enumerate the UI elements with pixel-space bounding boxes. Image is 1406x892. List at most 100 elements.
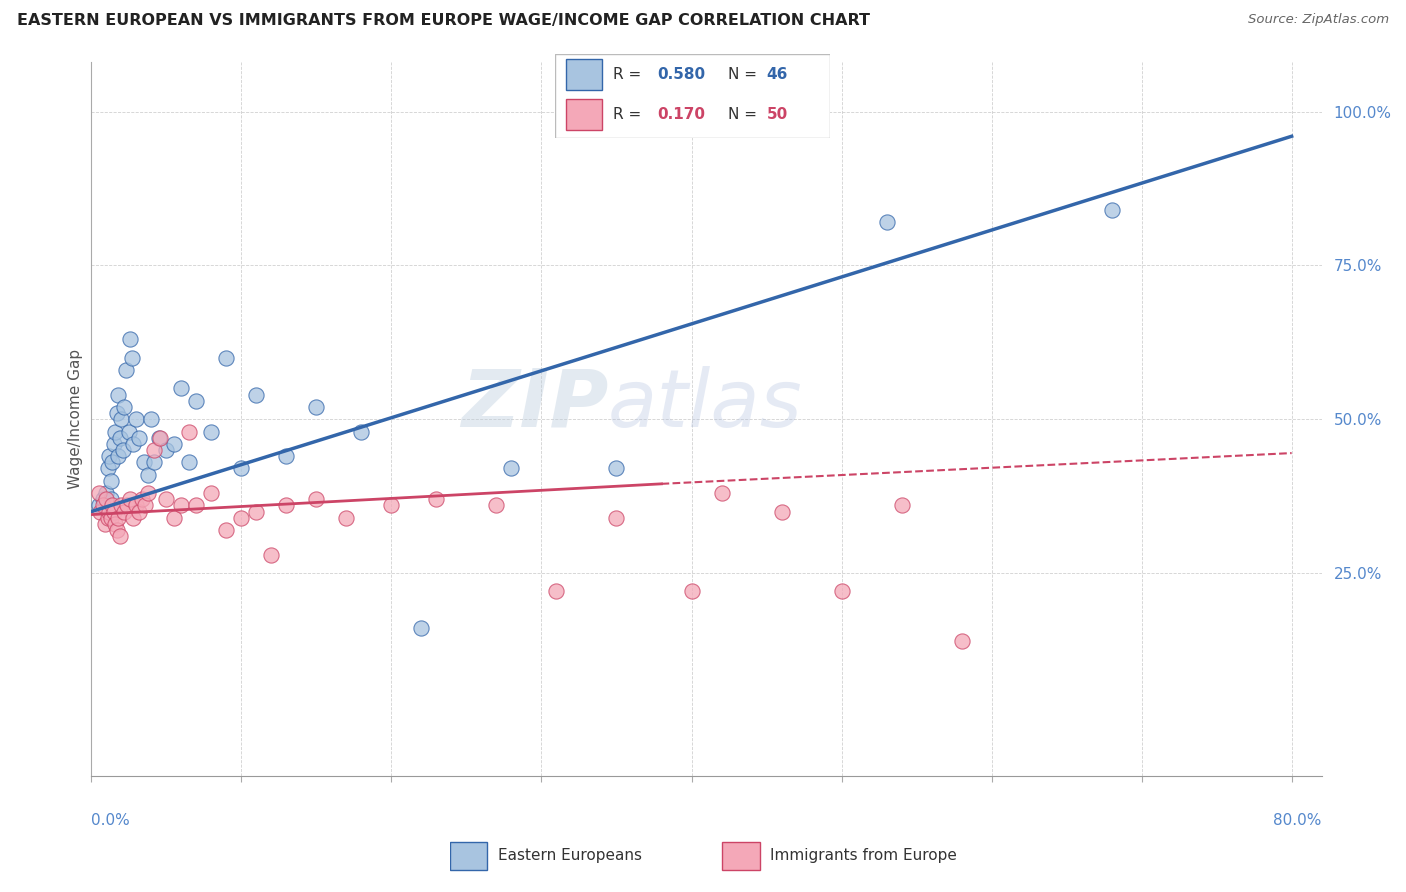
Bar [723, 842, 759, 870]
Point [104, 425, 127, 439]
Point [276, 449, 298, 463]
Point [89, 504, 111, 518]
Point [131, 492, 153, 507]
Point [350, 425, 373, 439]
Point [128, 504, 150, 518]
Text: 50: 50 [766, 107, 787, 122]
Text: ZIP: ZIP [461, 366, 607, 444]
Point [215, 351, 238, 365]
Point [125, 412, 148, 426]
FancyBboxPatch shape [555, 54, 830, 138]
Point [163, 510, 186, 524]
Point [276, 499, 298, 513]
Point [121, 351, 143, 365]
Text: N =: N = [728, 107, 762, 122]
Point [770, 504, 793, 518]
Text: 0.0%: 0.0% [91, 814, 131, 828]
Point [231, 461, 253, 475]
Point [186, 499, 208, 513]
Point [93, 499, 115, 513]
Point [134, 499, 156, 513]
Point [138, 486, 160, 500]
Point [163, 437, 186, 451]
Point [143, 455, 166, 469]
Point [110, 499, 132, 513]
Point [138, 467, 160, 482]
Point [98, 449, 121, 463]
Point [112, 504, 135, 518]
Point [115, 363, 138, 377]
Point [105, 406, 128, 420]
Point [117, 499, 139, 513]
Point [186, 393, 208, 408]
Point [681, 584, 703, 599]
Point [605, 510, 627, 524]
Point [501, 461, 523, 475]
Point [103, 504, 125, 518]
Text: R =: R = [613, 107, 647, 122]
Point [200, 425, 222, 439]
Point [100, 474, 122, 488]
Point [122, 437, 145, 451]
Point [107, 449, 129, 463]
Point [120, 332, 142, 346]
Point [105, 523, 128, 537]
Point [120, 492, 142, 507]
Point [101, 499, 124, 513]
Point [170, 382, 193, 396]
Point [125, 499, 148, 513]
Point [260, 548, 283, 562]
Point [148, 431, 170, 445]
Point [177, 425, 200, 439]
Text: Eastern Europeans: Eastern Europeans [498, 848, 643, 863]
Point [100, 510, 122, 524]
Point [876, 215, 898, 229]
Point [100, 492, 122, 507]
Point [411, 621, 433, 635]
Point [118, 425, 141, 439]
Text: 46: 46 [766, 67, 787, 82]
Point [103, 437, 125, 451]
Point [231, 510, 253, 524]
Text: 80.0%: 80.0% [1274, 814, 1322, 828]
Text: N =: N = [728, 67, 762, 82]
Point [890, 499, 912, 513]
Bar [567, 60, 602, 90]
Point [335, 510, 357, 524]
Point [149, 431, 172, 445]
Point [215, 523, 238, 537]
Point [104, 516, 127, 531]
Point [87, 499, 110, 513]
Point [425, 492, 447, 507]
Point [97, 510, 120, 524]
Point [97, 461, 120, 475]
Point [155, 492, 177, 507]
Point [107, 387, 129, 401]
Text: R =: R = [613, 67, 647, 82]
Text: 0.580: 0.580 [657, 67, 704, 82]
Point [132, 455, 155, 469]
Point [143, 442, 166, 457]
Point [112, 400, 135, 414]
Point [155, 442, 177, 457]
Point [111, 442, 134, 457]
Point [605, 461, 627, 475]
Point [200, 486, 222, 500]
Point [485, 499, 508, 513]
Point [128, 431, 150, 445]
Point [170, 499, 193, 513]
Bar [450, 842, 488, 870]
Point [305, 400, 328, 414]
Point [101, 455, 124, 469]
Point [141, 412, 163, 426]
Text: EASTERN EUROPEAN VS IMMIGRANTS FROM EUROPE WAGE/INCOME GAP CORRELATION CHART: EASTERN EUROPEAN VS IMMIGRANTS FROM EURO… [17, 13, 870, 29]
Bar [567, 99, 602, 130]
Point [96, 486, 118, 500]
Point [546, 584, 568, 599]
Point [710, 486, 733, 500]
Point [87, 486, 110, 500]
Point [1101, 203, 1123, 218]
Point [177, 455, 200, 469]
Point [110, 412, 132, 426]
Point [96, 492, 118, 507]
